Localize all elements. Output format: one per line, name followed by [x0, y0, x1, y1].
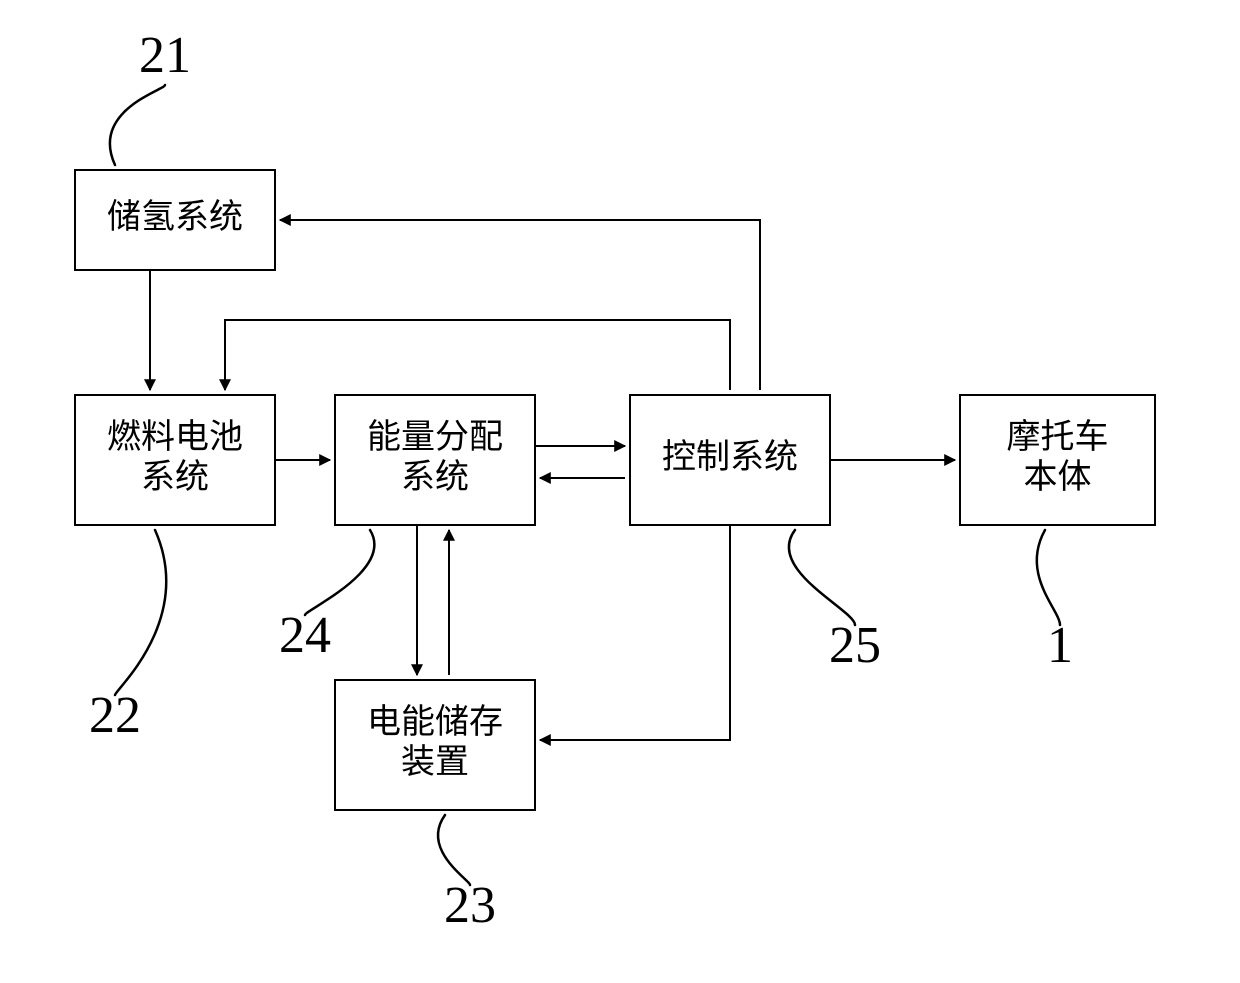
callout-l25: [789, 530, 855, 625]
node-n22: 燃料电池系统: [75, 395, 275, 525]
node-n1: 摩托车本体: [960, 395, 1155, 525]
node-n22-text-1: 系统: [141, 458, 209, 496]
callout-l24: [305, 530, 374, 615]
node-n24: 能量分配系统: [335, 395, 535, 525]
callout-l1: [1037, 530, 1060, 625]
node-n23-text-0: 电能储存: [367, 703, 503, 741]
node-n22-text-0: 燃料电池: [107, 418, 243, 456]
edge-e8: [540, 525, 730, 740]
node-n23-text-1: 装置: [401, 743, 469, 781]
node-n25: 控制系统: [630, 395, 830, 525]
label-l21: 21: [139, 27, 191, 84]
node-n21: 储氢系统: [75, 170, 275, 270]
node-n24-text-1: 系统: [401, 458, 469, 496]
edge-e6: [225, 320, 730, 390]
callout-l22: [115, 530, 166, 695]
callout-l21: [110, 85, 165, 165]
node-n1-text-1: 本体: [1024, 458, 1092, 496]
callout-l23: [438, 815, 470, 885]
edge-e7: [280, 220, 760, 390]
node-n24-text-0: 能量分配: [367, 418, 503, 456]
node-n1-text-0: 摩托车: [1007, 418, 1109, 456]
node-n23: 电能储存装置: [335, 680, 535, 810]
node-n25-text-0: 控制系统: [662, 438, 798, 476]
node-n21-text-0: 储氢系统: [107, 198, 243, 236]
